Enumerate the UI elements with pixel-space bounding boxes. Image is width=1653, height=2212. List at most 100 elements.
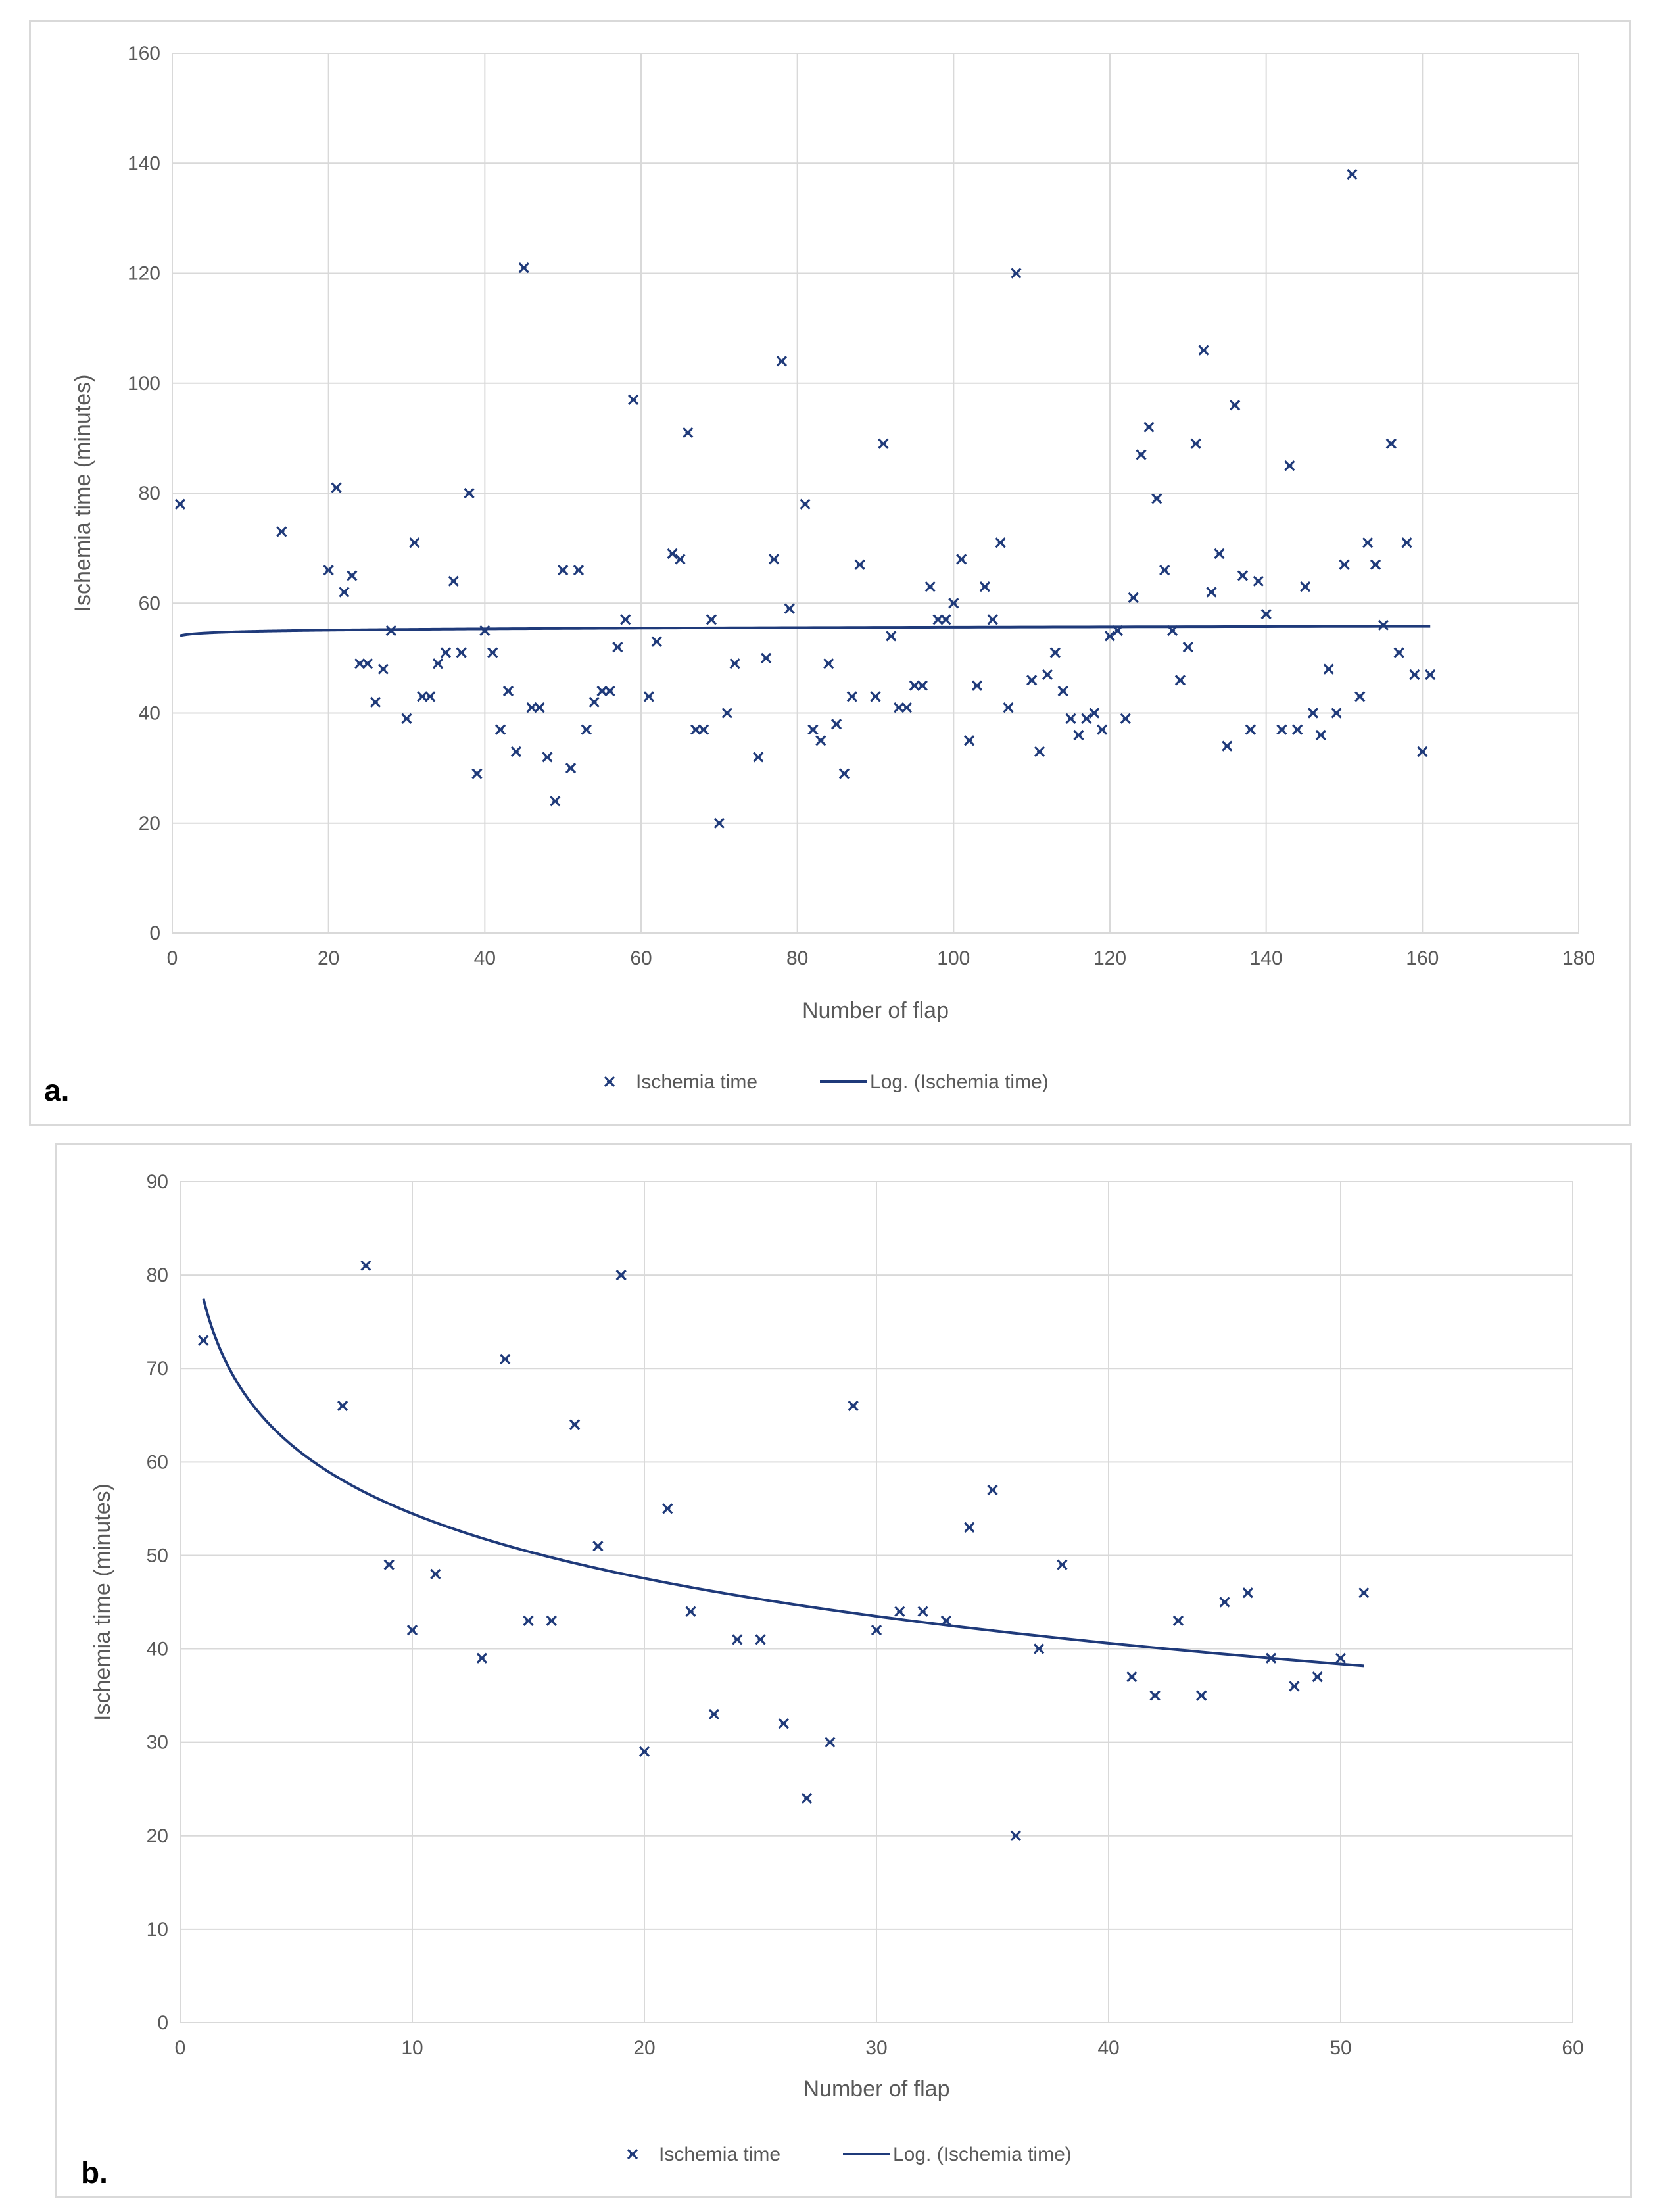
legend-marker-icon [627,2148,638,2160]
data-point [476,1652,488,1664]
data-point [1151,493,1162,504]
legend-label-trend: Log. (Ischemia time) [870,1071,1049,1093]
data-point [1393,647,1404,658]
scatter-chart-b: 0 10 20 30 40 50 60 70 80 90 0 10 20 30 40 50 60 Number o… [90,1171,1584,2165]
x-tick-label: 50 [1330,2037,1351,2059]
data-point [174,498,186,510]
y-tick-label: 0 [157,2012,168,2034]
data-point [1126,1671,1138,1683]
data-point [502,685,514,697]
gridlines-b [180,1181,1573,2023]
data-point [846,691,857,702]
x-tick-label: 0 [175,2037,186,2059]
data-point [588,696,600,708]
x-tick-label: 80 [786,948,808,969]
data-point [1331,708,1342,719]
y-tick-label: 40 [147,1639,168,1660]
y-tick-label: 120 [128,263,160,285]
data-point [546,1615,557,1627]
data-point [542,752,553,763]
data-point [1049,647,1061,658]
data-point [894,1606,905,1617]
data-point [1104,631,1116,642]
legend-marker-icon [604,1076,615,1088]
data-point [1354,691,1366,702]
data-point [487,647,498,658]
data-point [784,603,795,614]
data-point [706,614,717,625]
y-axis-label: Ischemia time (minutes) [90,1483,115,1721]
data-point [1174,675,1186,686]
data-point [878,438,889,449]
data-points-a [174,168,1436,829]
panel-label-a: a. [44,1073,70,1107]
data-point [1222,740,1233,752]
log-trendline [180,625,1431,637]
x-tick-label: 40 [1097,2037,1119,2059]
data-point [1034,746,1045,757]
data-point [1242,1587,1253,1599]
x-tick-label: 180 [1562,948,1595,969]
data-point [430,1568,441,1579]
y-tick-label: 60 [147,1451,168,1473]
data-point [964,1522,975,1533]
x-tick-label: 140 [1250,948,1283,969]
data-point [604,685,615,697]
data-point [558,564,569,576]
data-point [596,685,608,697]
data-point [377,663,389,675]
data-point [1307,708,1319,719]
data-point [1026,675,1038,686]
y-tick-label: 20 [147,1825,168,1847]
y-tick-label: 50 [147,1545,168,1566]
chart-panel-b: 0 10 20 30 40 50 60 70 80 90 0 10 20 30 40 50 60 Number o… [55,1143,1632,2198]
data-point [1198,345,1209,356]
data-point [848,1400,859,1412]
data-point [830,719,842,730]
data-point [1182,642,1193,653]
data-point [448,575,459,587]
data-point [523,1615,534,1627]
panel-label-b: b. [81,2155,108,2190]
data-point [1284,460,1295,471]
data-point [729,658,740,669]
data-point [565,762,577,774]
y-tick-label: 70 [147,1358,168,1380]
data-point [1299,581,1311,592]
data-point [573,564,585,576]
data-point [963,735,975,746]
data-point [1292,724,1303,735]
data-point [924,581,936,592]
data-point [1315,729,1326,741]
legend-label-points: Ischemia time [636,1071,757,1093]
data-point [1409,669,1420,681]
data-point [690,724,702,735]
data-point [518,262,529,274]
data-point [432,658,444,669]
gridlines-a [172,53,1579,934]
y-tick-label: 80 [139,483,160,504]
data-point [456,647,467,658]
data-point [1401,537,1412,548]
data-point [440,647,452,658]
data-point [801,1792,813,1804]
data-point [409,537,420,548]
data-point [979,581,990,592]
data-point [550,796,561,807]
data-point [1214,548,1225,560]
data-point [956,554,967,565]
data-point [932,614,944,625]
data-point [662,1503,673,1514]
legend-b: Ischemia time Log. (Ischemia time) [627,2144,1072,2165]
data-point [732,1634,743,1645]
data-point [1042,669,1053,681]
x-tick-label: 120 [1093,948,1126,969]
data-point [1120,713,1131,724]
data-point [823,658,834,669]
y-tick-label: 160 [128,43,160,64]
data-point [1425,669,1436,681]
data-point [417,691,428,702]
data-point [1136,449,1147,460]
data-point [1245,724,1257,735]
data-point [360,1260,371,1272]
